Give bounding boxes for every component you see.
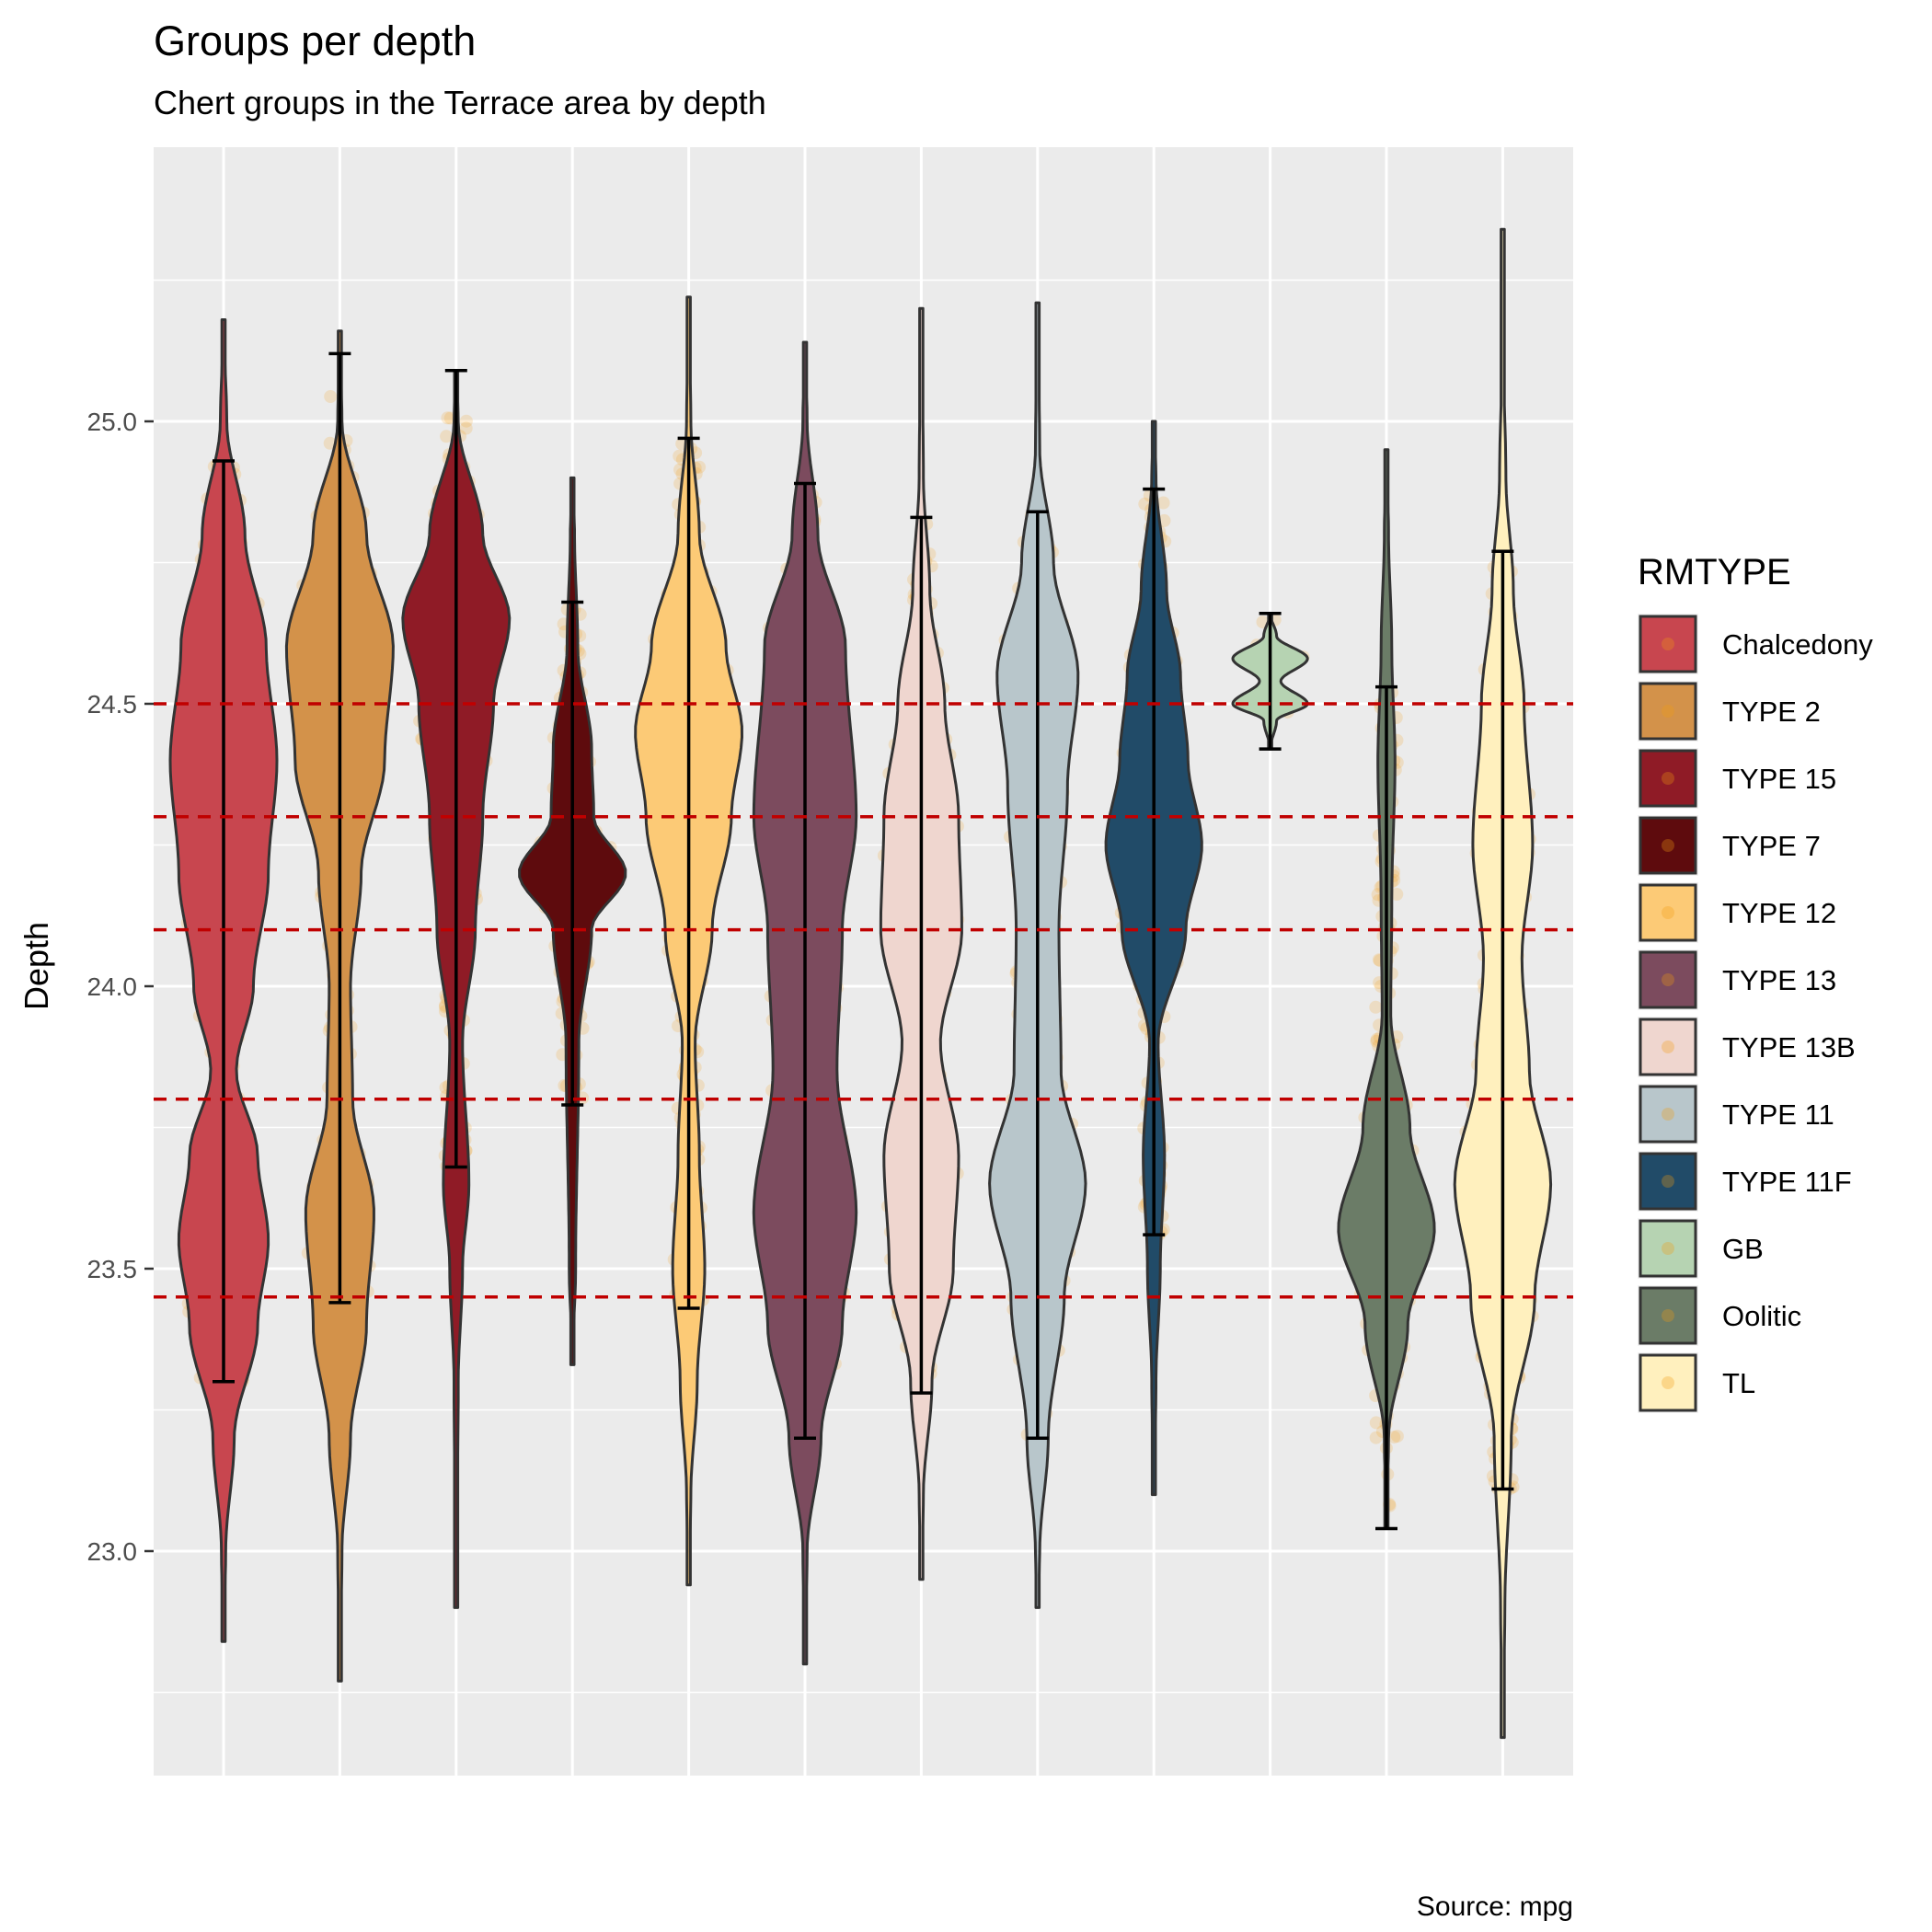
legend-point — [1662, 1108, 1674, 1121]
jitter-point — [324, 390, 338, 403]
legend-swatch — [1639, 816, 1697, 875]
chart-subtitle: Chert groups in the Terrace area by dept… — [154, 84, 766, 121]
jitter-point — [441, 411, 454, 425]
legend-swatch — [1639, 1353, 1697, 1412]
chart-caption: Source: mpg — [1417, 1892, 1573, 1922]
legend-label: TYPE 13 — [1722, 964, 1836, 996]
legend-label: TYPE 15 — [1722, 763, 1836, 795]
legend-title: RMTYPE — [1638, 552, 1791, 592]
jitter-point — [1369, 1000, 1383, 1014]
jitter-point — [459, 414, 473, 428]
legend-label: Chalcedony — [1722, 628, 1873, 661]
y-tick-label: 25.0 — [87, 408, 138, 436]
legend-point — [1662, 1376, 1674, 1389]
jitter-point — [1369, 1416, 1383, 1430]
legend-swatch — [1639, 950, 1697, 1009]
legend-swatch — [1639, 615, 1697, 673]
y-tick-label: 24.5 — [87, 690, 138, 719]
legend-point — [1662, 1309, 1674, 1322]
legend-label: Oolitic — [1722, 1300, 1801, 1332]
plot-panel — [154, 147, 1573, 1776]
legend-swatch — [1639, 1286, 1697, 1345]
y-axis: 23.0 23.5 24.0 24.5 25.0 — [87, 408, 154, 1566]
legend-point — [1662, 638, 1674, 650]
y-tick-label: 24.0 — [87, 972, 138, 1001]
legend-label: TL — [1722, 1367, 1755, 1399]
legend-point — [1662, 1041, 1674, 1053]
error-bars — [213, 351, 1514, 1531]
legend-swatch — [1639, 1219, 1697, 1278]
jitter-point — [693, 460, 707, 474]
legend-label: TYPE 12 — [1722, 897, 1836, 929]
legend-label: TYPE 11F — [1722, 1166, 1852, 1198]
legend-point — [1662, 839, 1674, 852]
jitter-point — [673, 449, 686, 463]
legend-point — [1662, 1175, 1674, 1188]
legend-swatch — [1639, 883, 1697, 942]
legend-swatch — [1639, 749, 1697, 808]
legend-swatch — [1639, 1152, 1697, 1211]
jitter-point — [1369, 1431, 1383, 1444]
legend-swatch — [1639, 1085, 1697, 1144]
legend-point — [1662, 1242, 1674, 1255]
legend-point — [1662, 973, 1674, 986]
legend-label: TYPE 11 — [1722, 1098, 1834, 1131]
y-tick-label: 23.0 — [87, 1537, 138, 1566]
legend-label: TYPE 13B — [1722, 1031, 1856, 1064]
jitter-point — [1390, 1430, 1404, 1443]
y-tick-label: 23.5 — [87, 1255, 138, 1283]
reference-lines — [154, 702, 1573, 1299]
jitter-point — [1156, 496, 1170, 510]
jitter-point — [459, 421, 473, 435]
jitter-point — [1138, 497, 1152, 511]
legend-point — [1662, 906, 1674, 919]
legend-point — [1662, 772, 1674, 785]
legend-label: GB — [1722, 1233, 1764, 1265]
minor-gridlines — [154, 279, 1573, 1694]
legend-point — [1662, 705, 1674, 718]
chart-title: Groups per depth — [154, 17, 476, 64]
jitter-point — [440, 430, 454, 443]
legend-swatch — [1639, 1018, 1697, 1076]
jitter-point — [1390, 888, 1404, 901]
y-axis-title: Depth — [17, 922, 55, 1010]
legend-swatch — [1639, 682, 1697, 741]
legend: Chalcedony TYPE 2 TYPE 15 TYPE 7 TYPE 12 TYPE… — [1638, 614, 1873, 1413]
legend-label: TYPE 7 — [1722, 830, 1821, 862]
legend-label: TYPE 2 — [1722, 696, 1821, 728]
jitter-point — [1387, 1431, 1401, 1444]
